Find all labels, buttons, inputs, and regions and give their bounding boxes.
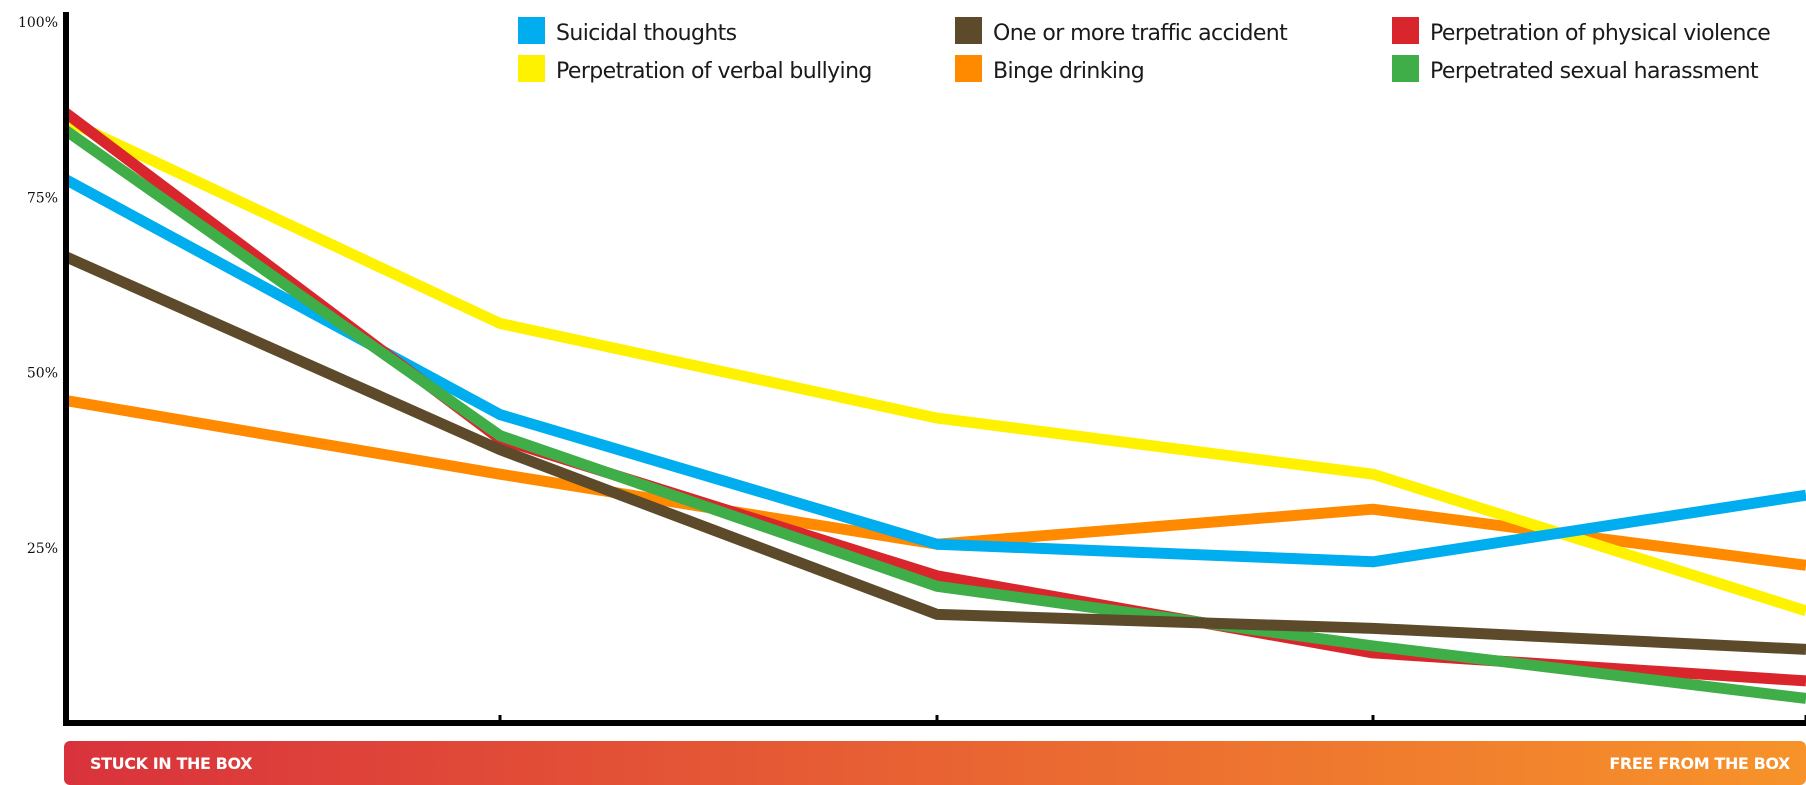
axes [63, 12, 1806, 726]
legend-label: Binge drinking [993, 59, 1144, 84]
legend-item: Perpetration of physical violence [1392, 17, 1771, 46]
legend-label: Perpetration of verbal bullying [556, 59, 872, 84]
gradient-band [64, 741, 1806, 785]
legend-item: Binge drinking [955, 55, 1145, 84]
y-tick-label: 75% [27, 190, 58, 206]
legend-swatch [518, 55, 545, 82]
bottom-band: STUCK IN THE BOX FREE FROM THE BOX [64, 741, 1806, 785]
band-right-label: FREE FROM THE BOX [1609, 754, 1791, 773]
y-tick-label: 100% [18, 15, 58, 31]
series-line-perpetration-of-verbal-bullying [63, 115, 1806, 617]
legend-label: Perpetration of physical violence [1430, 21, 1770, 46]
legend: Suicidal thoughts One or more traffic acc… [518, 17, 1771, 84]
y-tick-label: 50% [27, 366, 58, 382]
legend-item: Perpetrated sexual harassment [1392, 55, 1760, 84]
legend-label: Perpetrated sexual harassment [1430, 59, 1759, 84]
y-tick-label: 25% [27, 541, 58, 557]
y-tick-labels: 100% 75% 50% 25% [18, 15, 58, 557]
legend-item: One or more traffic accident [955, 17, 1289, 46]
series-line-perpetrated-sexual-harassment [62, 126, 1806, 704]
legend-label: One or more traffic accident [993, 21, 1288, 46]
legend-swatch [955, 17, 982, 44]
legend-item: Perpetration of verbal bullying [518, 55, 872, 84]
legend-swatch [1392, 17, 1419, 44]
legend-item: Suicidal thoughts [518, 17, 737, 46]
x-tick-marks [498, 715, 1806, 726]
legend-swatch [1392, 55, 1419, 82]
band-left-label: STUCK IN THE BOX [90, 754, 253, 773]
legend-label: Suicidal thoughts [556, 21, 737, 46]
series-line-perpetration-of-physical-violence [62, 108, 1806, 687]
legend-swatch [518, 17, 545, 44]
legend-swatch [955, 55, 982, 82]
series-lines [62, 108, 1806, 704]
series-line-one-or-more-traffic-accident [63, 251, 1806, 655]
